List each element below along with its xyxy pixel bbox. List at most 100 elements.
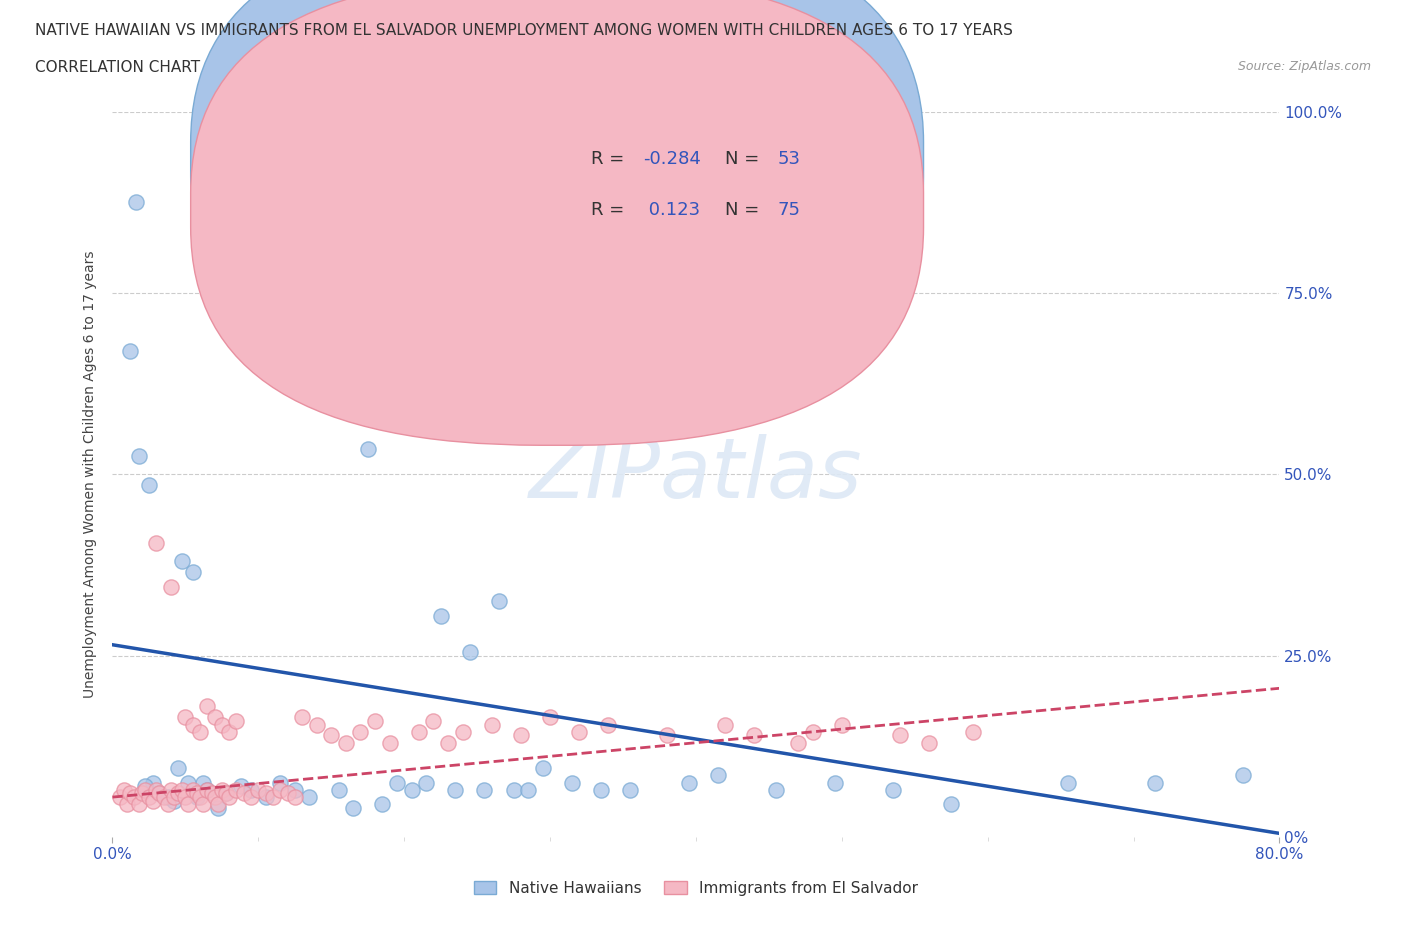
Point bbox=[335, 736, 357, 751]
Point bbox=[172, 782, 194, 797]
Point bbox=[321, 728, 343, 743]
Point bbox=[174, 710, 197, 724]
Point bbox=[349, 724, 371, 739]
Point bbox=[172, 554, 194, 569]
Y-axis label: Unemployment Among Women with Children Ages 6 to 17 years: Unemployment Among Women with Children A… bbox=[83, 250, 97, 698]
Point bbox=[481, 717, 503, 732]
Point bbox=[591, 782, 613, 797]
Point bbox=[882, 782, 904, 797]
Point bbox=[142, 793, 165, 808]
Point bbox=[488, 594, 510, 609]
FancyBboxPatch shape bbox=[191, 0, 924, 394]
Point bbox=[195, 782, 218, 797]
Legend: Native Hawaiians, Immigrants from El Salvador: Native Hawaiians, Immigrants from El Sal… bbox=[467, 874, 925, 902]
Point bbox=[112, 782, 135, 797]
Point bbox=[124, 790, 146, 804]
Point bbox=[138, 790, 160, 804]
Point bbox=[215, 786, 238, 801]
Point bbox=[262, 790, 284, 804]
Point bbox=[152, 790, 174, 804]
Point bbox=[207, 801, 229, 816]
Point bbox=[115, 797, 138, 812]
Point bbox=[247, 782, 270, 797]
Text: N =: N = bbox=[725, 150, 765, 167]
Point bbox=[125, 195, 148, 210]
Text: R =: R = bbox=[591, 201, 630, 219]
Point bbox=[444, 782, 467, 797]
Text: R =: R = bbox=[591, 150, 630, 167]
Point bbox=[378, 736, 401, 751]
Point bbox=[195, 782, 218, 797]
Point bbox=[181, 565, 204, 579]
Point bbox=[118, 343, 141, 358]
Text: CORRELATION CHART: CORRELATION CHART bbox=[35, 60, 200, 75]
Point bbox=[254, 786, 277, 801]
Point bbox=[714, 717, 737, 732]
Point bbox=[517, 782, 540, 797]
Point bbox=[145, 536, 167, 551]
Point bbox=[148, 786, 170, 801]
Point bbox=[148, 786, 170, 801]
Point bbox=[215, 786, 238, 801]
Point bbox=[1057, 776, 1080, 790]
Point bbox=[118, 786, 141, 801]
Point bbox=[207, 797, 229, 812]
Point bbox=[128, 449, 150, 464]
Point bbox=[269, 776, 291, 790]
Point bbox=[177, 797, 200, 812]
Point bbox=[240, 790, 263, 804]
FancyBboxPatch shape bbox=[520, 133, 870, 246]
Point bbox=[225, 713, 247, 728]
Point bbox=[342, 801, 364, 816]
Point bbox=[145, 782, 167, 797]
Text: 53: 53 bbox=[778, 150, 800, 167]
Point bbox=[142, 776, 165, 790]
Point bbox=[160, 579, 183, 594]
Point bbox=[186, 790, 208, 804]
Point bbox=[824, 776, 846, 790]
Point bbox=[918, 736, 941, 751]
Point bbox=[437, 736, 460, 751]
Point bbox=[538, 710, 561, 724]
Point bbox=[254, 790, 277, 804]
Point bbox=[131, 786, 153, 801]
Point bbox=[186, 786, 208, 801]
Point bbox=[1144, 776, 1167, 790]
Point bbox=[201, 786, 224, 801]
Point bbox=[678, 776, 700, 790]
Point bbox=[134, 778, 156, 793]
Text: N =: N = bbox=[725, 201, 765, 219]
Point bbox=[191, 776, 214, 790]
Text: Source: ZipAtlas.com: Source: ZipAtlas.com bbox=[1237, 60, 1371, 73]
Point bbox=[240, 782, 263, 797]
Point bbox=[787, 736, 810, 751]
Point bbox=[108, 790, 131, 804]
Point bbox=[134, 782, 156, 797]
Point bbox=[655, 728, 678, 743]
Point bbox=[204, 710, 226, 724]
Point bbox=[284, 790, 307, 804]
Point bbox=[211, 782, 233, 797]
Point bbox=[229, 778, 252, 793]
Point bbox=[502, 782, 524, 797]
Point bbox=[429, 608, 451, 623]
Point bbox=[269, 782, 291, 797]
Text: -0.284: -0.284 bbox=[644, 150, 702, 167]
Point bbox=[167, 761, 190, 776]
Point bbox=[156, 790, 179, 804]
Point bbox=[561, 776, 583, 790]
Point bbox=[619, 782, 641, 797]
Point bbox=[174, 790, 197, 804]
Point bbox=[401, 782, 423, 797]
Point bbox=[218, 724, 240, 739]
Point bbox=[225, 782, 247, 797]
Point bbox=[181, 717, 204, 732]
Point bbox=[598, 717, 620, 732]
Point bbox=[742, 728, 765, 743]
FancyBboxPatch shape bbox=[191, 0, 924, 445]
Point bbox=[225, 274, 247, 289]
Point bbox=[831, 717, 853, 732]
Point bbox=[707, 768, 730, 783]
Point bbox=[177, 776, 200, 790]
Point bbox=[191, 797, 214, 812]
